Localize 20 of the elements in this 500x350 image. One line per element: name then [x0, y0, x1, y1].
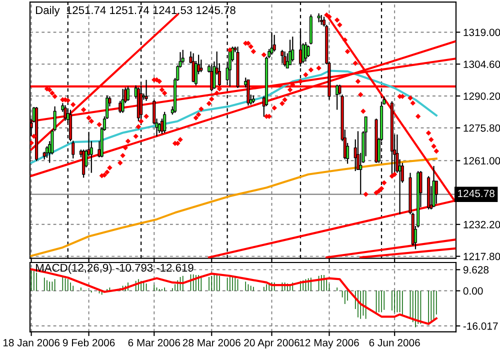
x-tick-label: 12 May 2006 — [300, 339, 359, 348]
y-tick-label: 9.628 — [463, 266, 489, 274]
x-tick-label: 18 Jan 2006 — [3, 339, 60, 346]
y-tick-label: 1319.00 — [464, 28, 500, 36]
ref-line-label: 1245.78 — [458, 190, 494, 198]
y-tick-label: 1217.80 — [464, 252, 500, 260]
x-tick-label: 6 Mar 2006 — [128, 339, 180, 346]
y-tick-label: 1232.20 — [464, 220, 500, 228]
y-tick-label: 1275.80 — [464, 124, 500, 132]
y-tick-label: -16.017 — [463, 322, 498, 330]
x-tick-label: 9 Feb 2006 — [62, 338, 115, 346]
y-tick-label: 0.00 — [463, 287, 483, 295]
x-tick-label: 6 Jun 2006 — [369, 339, 420, 346]
y-tick-label: 1261.00 — [464, 157, 500, 165]
chart-title: MACD(12,26,9) -10.793 -12.619 — [36, 264, 194, 274]
x-tick-label: 28 Mar 2006 — [182, 339, 240, 346]
x-tick-label: 20 Apr 2006 — [244, 339, 300, 348]
y-tick-label: 1290.20 — [464, 92, 500, 100]
y-tick-label: 1304.60 — [464, 60, 500, 68]
chart-title: Daily 1251.74 1251.74 1241.53 1245.78 — [36, 6, 236, 16]
